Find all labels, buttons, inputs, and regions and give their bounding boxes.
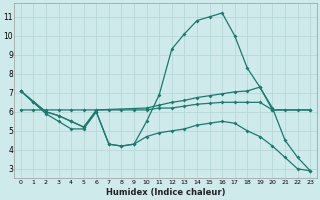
X-axis label: Humidex (Indice chaleur): Humidex (Indice chaleur) — [106, 188, 225, 197]
